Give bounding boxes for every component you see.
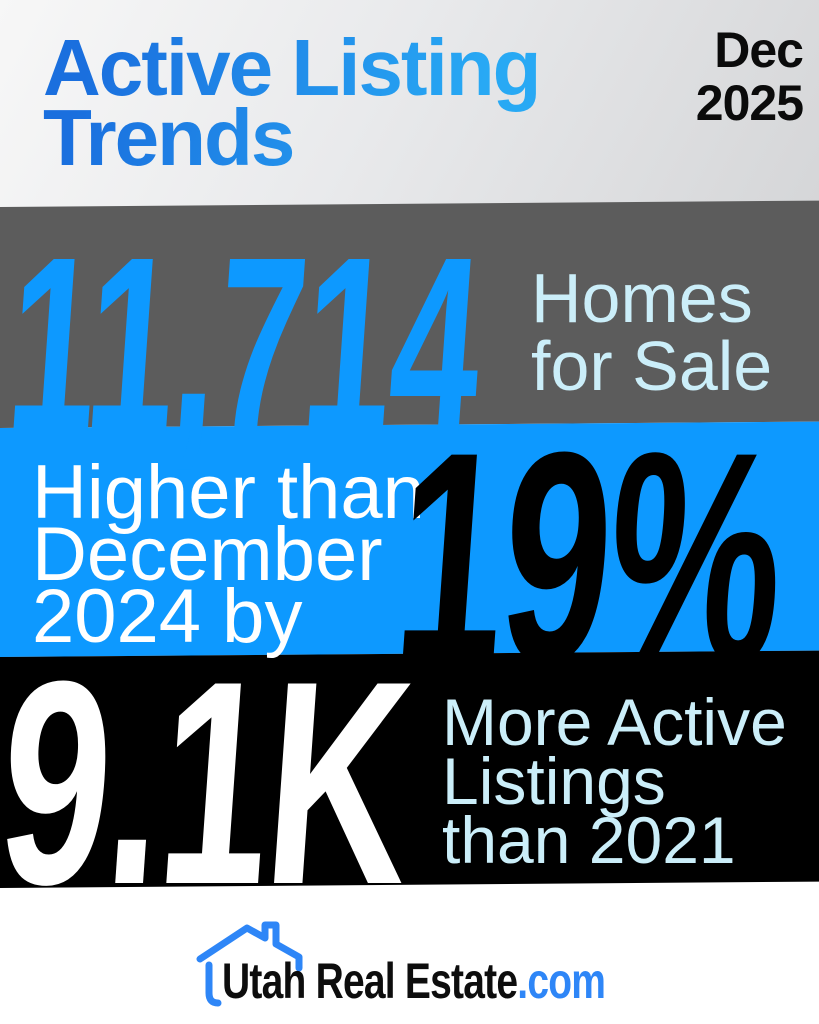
house-icon — [196, 921, 303, 1007]
homes-label-line1: Homes — [531, 259, 753, 337]
date-badge: Dec 2025 — [695, 22, 804, 131]
date-year: 2025 — [695, 75, 804, 131]
homes-count-label: Homes for Sale — [531, 259, 773, 405]
listings-label-line1: More Active — [442, 685, 787, 759]
comparison-label: Higher than December 2024 by — [32, 450, 425, 659]
comparison-label-line1: Higher than — [32, 450, 425, 535]
listings-label-line3: than 2021 — [442, 803, 736, 877]
comparison-label-line2: December — [32, 512, 383, 597]
percent-change-value: 19% — [385, 389, 792, 725]
homes-label-line2: for Sale — [531, 327, 773, 405]
page-title-line2: Trends — [43, 93, 294, 182]
brand-suffix: .com — [517, 953, 606, 1009]
brand-name: Utah Real Estate — [222, 953, 518, 1009]
listings-delta-value: 9.1K — [0, 621, 419, 945]
listings-delta-label: More Active Listings than 2021 — [442, 685, 787, 877]
page-title: Active Listing Trends — [43, 33, 540, 173]
date-month: Dec — [714, 22, 804, 78]
comparison-label-line3: 2024 by — [32, 574, 303, 659]
brand-logo: Utah Real Estate.com — [222, 953, 606, 1009]
header-background — [0, 0, 819, 212]
listings-label-line2: Listings — [442, 744, 666, 818]
